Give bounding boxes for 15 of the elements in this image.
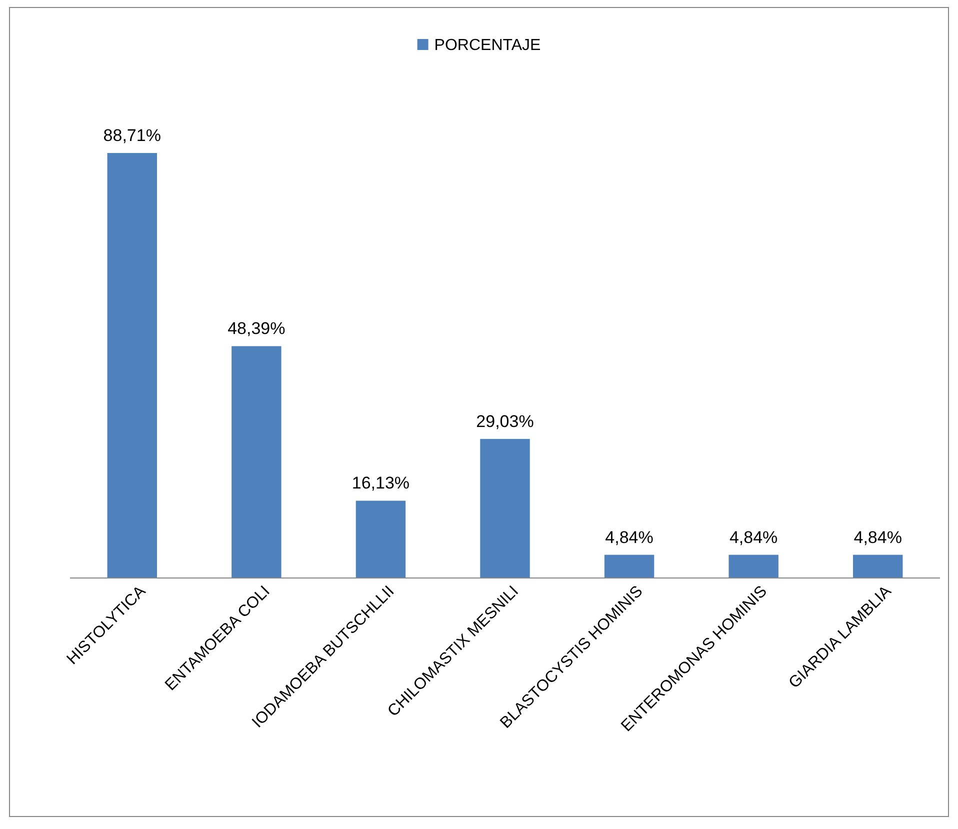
data-label: 4,84%	[605, 528, 654, 547]
bar	[356, 500, 406, 578]
legend-label: PORCENTAJE	[434, 37, 541, 54]
bar	[728, 554, 778, 578]
data-label: 29,03%	[476, 412, 534, 431]
data-label: 88,71%	[103, 126, 161, 145]
bar	[107, 153, 157, 578]
data-label: 4,84%	[729, 528, 778, 547]
data-label: 16,13%	[352, 474, 410, 493]
bar	[853, 554, 903, 578]
bar	[480, 438, 530, 578]
bar	[232, 346, 282, 578]
data-label: 4,84%	[854, 528, 902, 547]
bar	[604, 554, 654, 578]
data-label: 48,39%	[228, 319, 286, 338]
